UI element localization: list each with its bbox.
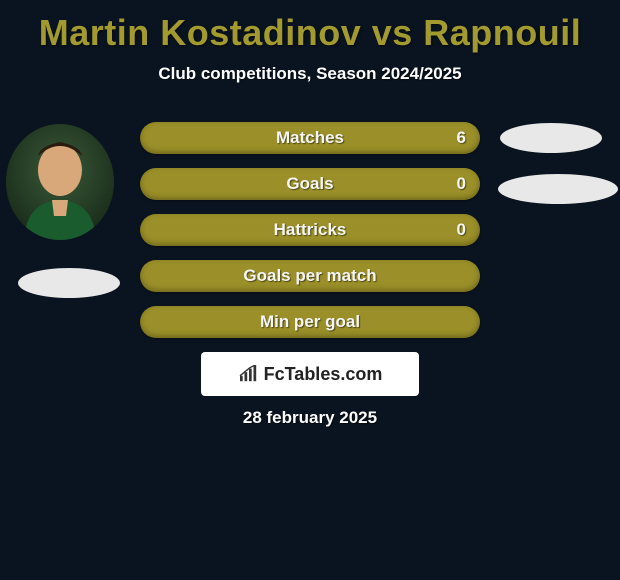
stat-value: 0 [457, 214, 466, 246]
stat-bar-goals: Goals 0 [140, 168, 480, 200]
date-text: 28 february 2025 [0, 408, 620, 428]
subtitle: Club competitions, Season 2024/2025 [0, 64, 620, 84]
stat-bar-min-per-goal: Min per goal [140, 306, 480, 338]
page-title: Martin Kostadinov vs Rapnouil [0, 0, 620, 54]
stat-value: 6 [457, 122, 466, 154]
player-right-placeholder-2 [498, 174, 618, 204]
chart-icon [238, 365, 260, 383]
stat-bar-goals-per-match: Goals per match [140, 260, 480, 292]
stat-label: Hattricks [140, 214, 480, 246]
player-right-placeholder-1 [500, 123, 602, 153]
player-left-shadow [18, 268, 120, 298]
stat-label: Goals [140, 168, 480, 200]
stat-value: 0 [457, 168, 466, 200]
stat-label: Goals per match [140, 260, 480, 292]
player-photo-placeholder [6, 124, 114, 240]
stat-bar-matches: Matches 6 [140, 122, 480, 154]
player-left-avatar [6, 124, 114, 240]
fctables-logo: FcTables.com [201, 352, 419, 396]
stat-label: Min per goal [140, 306, 480, 338]
stat-bar-hattricks: Hattricks 0 [140, 214, 480, 246]
logo-text: FcTables.com [264, 364, 383, 385]
stat-bars: Matches 6 Goals 0 Hattricks 0 Goals per … [140, 122, 480, 352]
stat-label: Matches [140, 122, 480, 154]
